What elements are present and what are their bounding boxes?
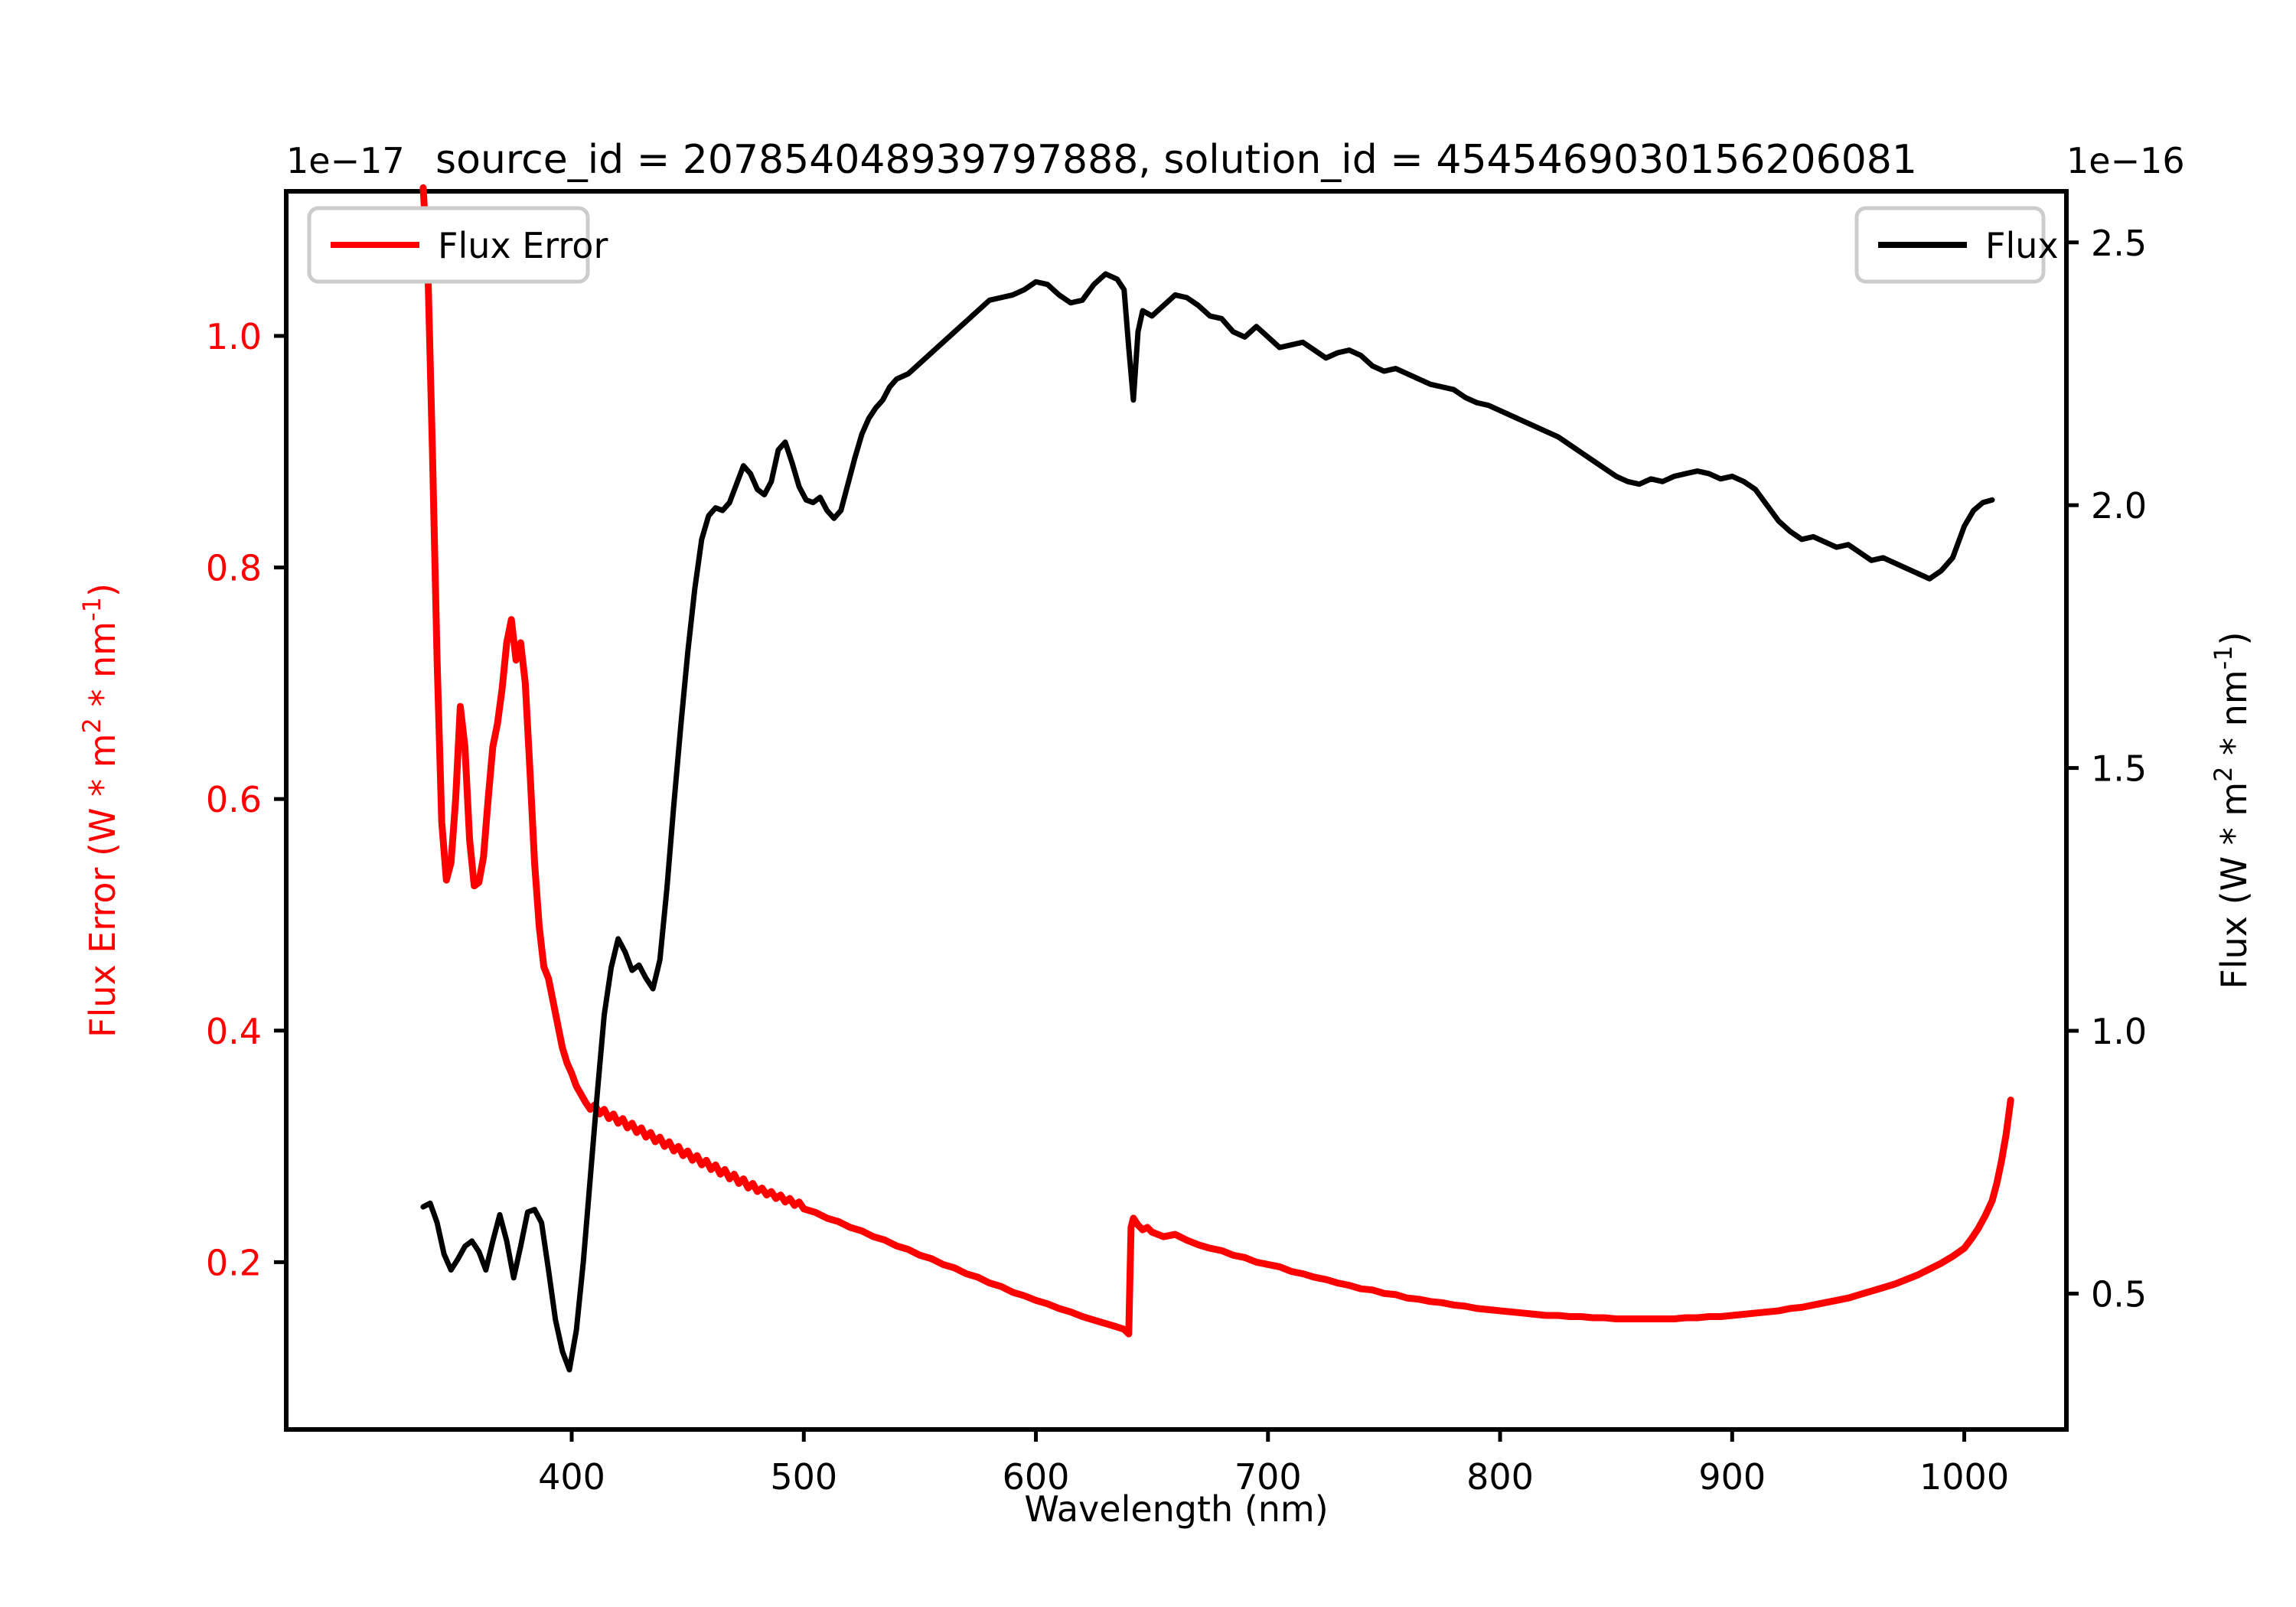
left-tick-label: 0.2 [206,1242,262,1283]
series-line-flux-error [419,184,2014,1338]
legend-flux-error-label: Flux Error [438,225,608,266]
left-tick-label: 1.0 [206,316,262,357]
right-tick-label: 2.0 [2091,485,2147,526]
right-axis-offset-text: 1e−16 [2066,140,2185,181]
chart-title: source_id = 207854048939797888, solution… [435,137,1917,183]
x-axis-ticks: 400 500 600 700 800 900 1000 [538,1429,2009,1498]
x-tick-label: 1000 [1919,1456,2009,1498]
left-axis-offset-text: 1e−17 [286,140,405,181]
x-tick-label: 700 [1234,1456,1302,1498]
left-tick-label: 0.4 [206,1011,262,1052]
x-axis-label: Wavelength (nm) [1024,1488,1328,1530]
x-tick-label: 500 [770,1456,837,1498]
right-axis-ticks: 0.5 1.0 1.5 2.0 2.5 [2066,223,2147,1315]
left-tick-label: 0.8 [206,548,262,589]
plot-frame [284,189,2069,1432]
left-tick-label: 0.6 [206,779,262,820]
right-tick-label: 1.0 [2091,1011,2147,1052]
x-tick-label: 600 [1003,1456,1070,1498]
data-series-group [419,184,2014,1373]
right-tick-label: 0.5 [2091,1273,2147,1315]
legend-flux-label: Flux [1985,225,2059,266]
x-tick-label: 900 [1698,1456,1766,1498]
series-line-flux [420,271,1995,1373]
legend-flux-error-box [307,206,590,284]
left-axis-label: Flux Error (W * m2 * nm-1) [77,583,123,1038]
right-tick-label: 2.5 [2091,223,2147,264]
left-axis-ticks: 0.2 0.4 0.6 0.8 1.0 [206,316,286,1283]
legend-flux[interactable]: Flux [1854,206,2059,284]
right-tick-label: 1.5 [2091,748,2147,790]
right-axis-label: Flux (W * m2 * nm-1) [2209,631,2255,989]
x-tick-label: 400 [538,1456,605,1498]
x-tick-label: 800 [1466,1456,1534,1498]
legend-flux-error[interactable]: Flux Error [307,206,608,284]
